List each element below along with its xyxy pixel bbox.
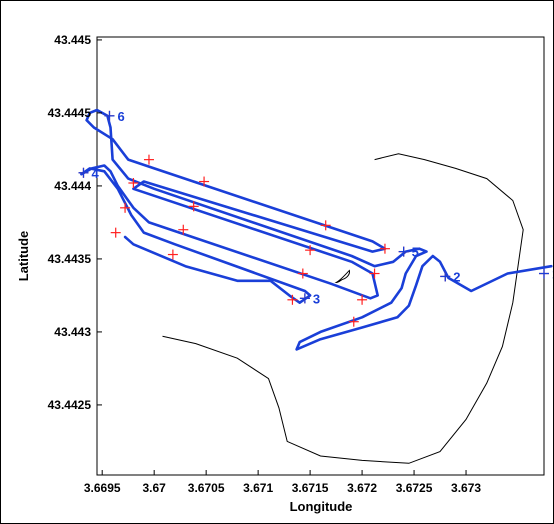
waypoint-label: 4 [91, 166, 99, 181]
waypoint-label: 2 [453, 269, 460, 284]
x-tick-label: 3.672 [347, 481, 377, 495]
x-tick-label: 3.673 [451, 481, 481, 495]
waypoint-marker [128, 178, 139, 188]
x-tick-label: 3.67 [142, 481, 166, 495]
waypoint-marker [348, 316, 359, 327]
waypoint-label: 3 [313, 291, 320, 306]
y-tick-label: 43.4445 [48, 106, 92, 120]
waypoint-2: 2 [440, 269, 460, 284]
y-tick-label: 43.4435 [48, 252, 92, 266]
y-tick-label: 43.4425 [48, 398, 92, 412]
x-axis-label: Longitude [290, 499, 353, 514]
x-tick-label: 3.6715 [292, 481, 329, 495]
waypoint-label: 5 [412, 245, 419, 260]
waypoint-marker [320, 220, 331, 231]
waypoint-marker [143, 154, 154, 165]
waypoint-marker [297, 268, 308, 279]
y-tick-label: 43.443 [54, 325, 91, 339]
waypoint-marker [167, 249, 178, 260]
waypoint-5: 5 [398, 245, 419, 260]
x-tick-label: 3.671 [243, 481, 273, 495]
plot-area [96, 36, 545, 476]
waypoint-4: 4 [78, 166, 99, 181]
boat-icon [334, 269, 351, 283]
gps-track-line [80, 108, 553, 351]
tick-layer: 3.6695 3.67 3.6705 3.671 3.6715 3.672 3.6725 3.… [48, 33, 482, 495]
waypoint-marker [199, 176, 210, 187]
waypoint-marker [120, 202, 131, 213]
coastline-layer [162, 153, 524, 464]
waypoint-marker [357, 294, 368, 305]
waypoint-marker [188, 201, 199, 212]
waypoint-6: 6 [104, 109, 125, 124]
waypoint-3: 3 [299, 291, 320, 306]
waypoint-label: 1 [552, 267, 553, 282]
waypoint-marker [379, 243, 390, 254]
track-layer [80, 108, 553, 351]
y-tick-label: 43.445 [54, 33, 91, 47]
waypoint-marker [305, 245, 316, 256]
x-tick-label: 3.6695 [84, 481, 121, 495]
waypoint-marker [287, 294, 298, 305]
waypoint-marker [110, 227, 121, 238]
waypoint-label: 6 [117, 109, 124, 124]
coastline [162, 153, 524, 464]
x-tick-label: 3.6705 [188, 481, 225, 495]
waypoint-label-layer: 1 2 3 4 5 6 [78, 109, 553, 306]
waypoint-marker [369, 268, 380, 279]
y-tick-label: 43.444 [54, 179, 91, 193]
y-axis-label: Latitude [16, 231, 31, 282]
waypoint-1: 1 [539, 267, 553, 282]
waypoint-marker [178, 224, 189, 235]
x-tick-label: 3.6725 [396, 481, 433, 495]
